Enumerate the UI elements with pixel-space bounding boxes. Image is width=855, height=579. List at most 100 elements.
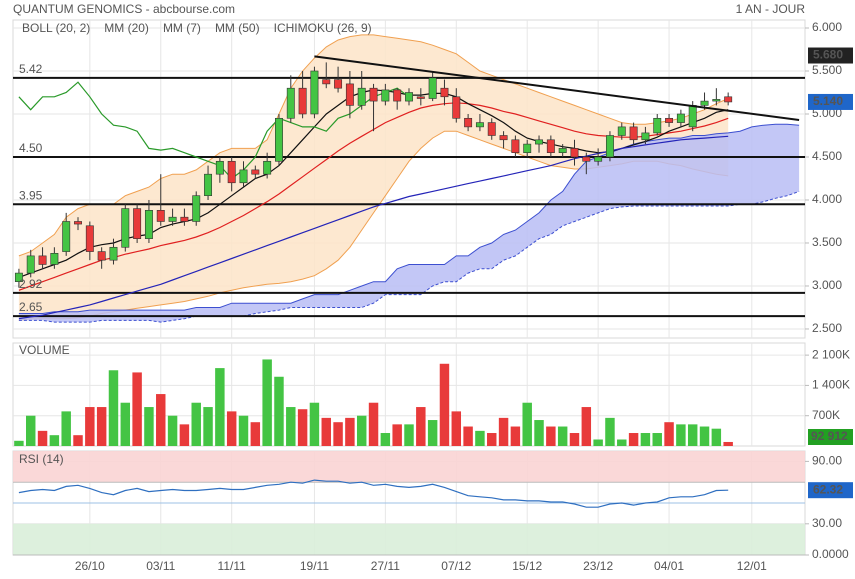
- volume-bar: [167, 415, 178, 446]
- x-tick-label: 19/11: [300, 559, 329, 573]
- candle-body: [570, 148, 579, 158]
- legend-entry: MM (7): [163, 21, 201, 35]
- y-tick-label: 1 400K: [812, 378, 850, 392]
- candle-body: [180, 216, 189, 222]
- candle-body: [133, 208, 142, 239]
- candle-body: [192, 195, 201, 222]
- volume-bar: [687, 424, 698, 446]
- candle-body: [511, 139, 520, 153]
- candle-body: [239, 169, 248, 184]
- volume-bar: [534, 420, 544, 446]
- volume-bar: [439, 363, 450, 446]
- candle-body: [227, 160, 236, 184]
- candle-body: [712, 99, 721, 102]
- panel-title: RSI (14): [19, 452, 64, 466]
- volume-bar: [427, 420, 438, 446]
- rsi-line: [18, 479, 729, 508]
- volume-bar: [463, 426, 473, 446]
- candle-body: [204, 173, 213, 196]
- volume-bar: [321, 417, 331, 446]
- candle-body: [475, 122, 484, 128]
- x-tick-label: 03/11: [146, 559, 175, 573]
- candle-body: [286, 87, 295, 119]
- candle-body: [582, 156, 591, 162]
- volume-bar: [96, 407, 107, 446]
- volume-bar: [356, 415, 367, 446]
- candle-body: [381, 89, 390, 102]
- volume-bar: [711, 428, 722, 446]
- candle-body: [535, 139, 543, 145]
- y-tick-label: 3.500: [812, 235, 842, 249]
- volume-bar: [179, 424, 190, 446]
- candle-body: [440, 87, 449, 98]
- volume-bar: [487, 433, 497, 446]
- volume-bar: [640, 433, 651, 446]
- candle-body: [605, 135, 614, 158]
- volume-bar: [593, 439, 603, 446]
- volume-bar: [546, 426, 556, 446]
- candle-body: [546, 139, 555, 153]
- x-tick-label: 11/11: [218, 559, 247, 573]
- volume-bar: [617, 439, 627, 446]
- candle-body: [629, 126, 638, 141]
- volume-bar: [85, 407, 95, 446]
- volume-bar: [108, 370, 119, 446]
- y-tick-label: 4.500: [812, 149, 842, 163]
- chart-subtitle: 1 AN - JOUR: [736, 2, 806, 16]
- candle-body: [62, 221, 71, 252]
- ichimoku-lagging: [18, 81, 410, 180]
- y-tick-label: 4.000: [812, 192, 842, 206]
- volume-bar: [238, 415, 249, 446]
- candle-body: [688, 105, 697, 128]
- candle-body: [168, 216, 177, 222]
- price-marker-label: 5.140: [813, 94, 843, 108]
- candle-body: [144, 210, 153, 239]
- volume-bar: [664, 422, 674, 446]
- volume-bar: [26, 415, 36, 446]
- x-tick-label: 12/01: [737, 559, 767, 573]
- volume-bar: [416, 407, 426, 446]
- level-label: 2.65: [19, 300, 43, 314]
- candle-body: [263, 160, 272, 175]
- volume-bar: [569, 433, 580, 446]
- y-tick-label: 30.00: [812, 516, 842, 530]
- volume-bar: [699, 426, 710, 446]
- volume-bar: [120, 402, 131, 446]
- candle-body: [275, 117, 283, 162]
- price-marker: [808, 93, 853, 110]
- candle-body: [369, 87, 378, 102]
- candle-body: [298, 87, 307, 115]
- last-value-marker: [808, 482, 853, 499]
- volume-bar: [226, 411, 237, 446]
- candle-body: [85, 225, 94, 252]
- candle-body: [558, 148, 567, 153]
- volume-bar: [628, 433, 639, 446]
- level-label: 3.95: [19, 188, 43, 202]
- candle-body: [393, 89, 402, 102]
- candle-body: [464, 117, 473, 128]
- bollinger-upper: [18, 34, 729, 257]
- volume-bar: [132, 372, 142, 446]
- candle-body: [357, 87, 366, 106]
- volume-bar: [262, 359, 272, 446]
- volume-bar: [498, 417, 509, 446]
- y-tick-label: 0.0000: [812, 547, 849, 561]
- rsi-zone: [13, 523, 805, 555]
- y-tick-label: 2.500: [812, 321, 842, 335]
- volume-bar: [676, 424, 686, 446]
- volume-bar: [451, 411, 462, 446]
- candle-body: [665, 117, 674, 123]
- volume-bar: [144, 407, 154, 446]
- trend-line: [314, 55, 800, 122]
- last-value-marker: [808, 429, 853, 445]
- volume-bar: [510, 426, 521, 446]
- volume-bar: [557, 426, 568, 446]
- candle-body: [26, 255, 35, 274]
- y-tick-label: 5.500: [812, 63, 842, 77]
- ichimoku-span-a: [18, 123, 800, 314]
- x-tick-label: 15/12: [512, 559, 542, 573]
- last-value-label: 92 912: [811, 429, 848, 443]
- candle-body: [617, 126, 626, 136]
- candle-body: [251, 169, 260, 175]
